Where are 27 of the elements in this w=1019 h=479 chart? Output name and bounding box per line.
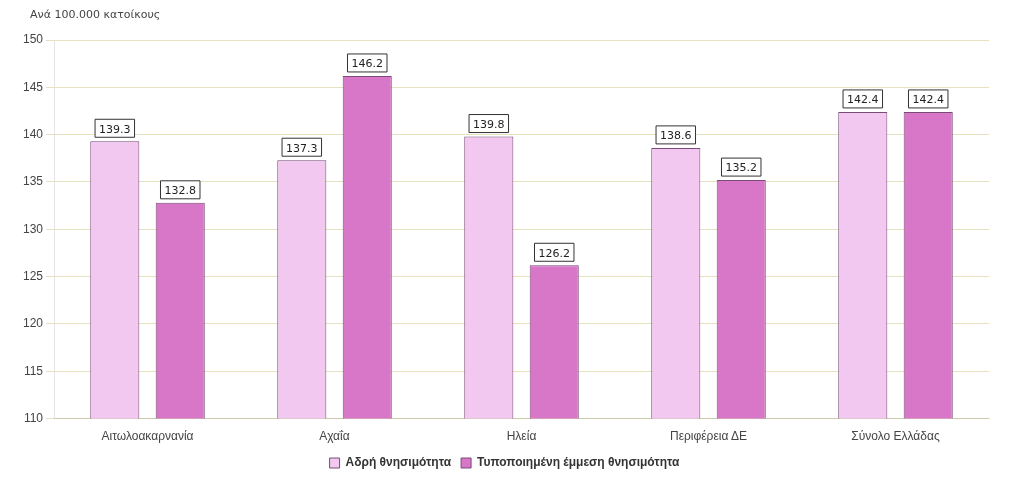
y-tick-label: 130 [22, 221, 44, 236]
legend-label: Αδρή θνησιμότητα [345, 455, 452, 470]
x-tick-label: Αχαΐα [319, 429, 350, 444]
data-label: 137.3 [286, 141, 318, 155]
x-tick-label: Σύνολο Ελλάδας [851, 429, 940, 444]
legend-label: Τυποποιημένη έμμεση θνησιμότητα [477, 455, 681, 470]
x-tick-label: Αιτωλοακαρνανία [101, 429, 194, 444]
data-label: 135.2 [725, 161, 757, 175]
data-label: 146.2 [351, 57, 383, 71]
y-tick-label: 110 [23, 410, 44, 425]
y-tick-label: 120 [22, 316, 44, 331]
data-label: 138.6 [660, 129, 692, 143]
y-tick-label: 135 [22, 174, 44, 189]
x-tick-label: Ηλεία [506, 429, 537, 444]
y-tick-label: 150 [22, 32, 44, 47]
data-label: 126.2 [538, 246, 570, 260]
data-label: 139.3 [99, 122, 131, 136]
x-tick-label: Περιφέρεια ΔΕ [669, 429, 748, 444]
data-label: 139.8 [473, 117, 505, 131]
y-tick-label: 115 [23, 363, 44, 378]
y-tick-label: 140 [22, 126, 44, 141]
data-label: 142.4 [847, 93, 879, 107]
y-axis-title: Ανά 100.000 κατοίκους [30, 8, 161, 21]
data-label: 142.4 [912, 93, 944, 107]
y-tick-label: 125 [22, 268, 44, 283]
y-tick-label: 145 [22, 79, 44, 94]
data-label: 132.8 [164, 184, 196, 198]
